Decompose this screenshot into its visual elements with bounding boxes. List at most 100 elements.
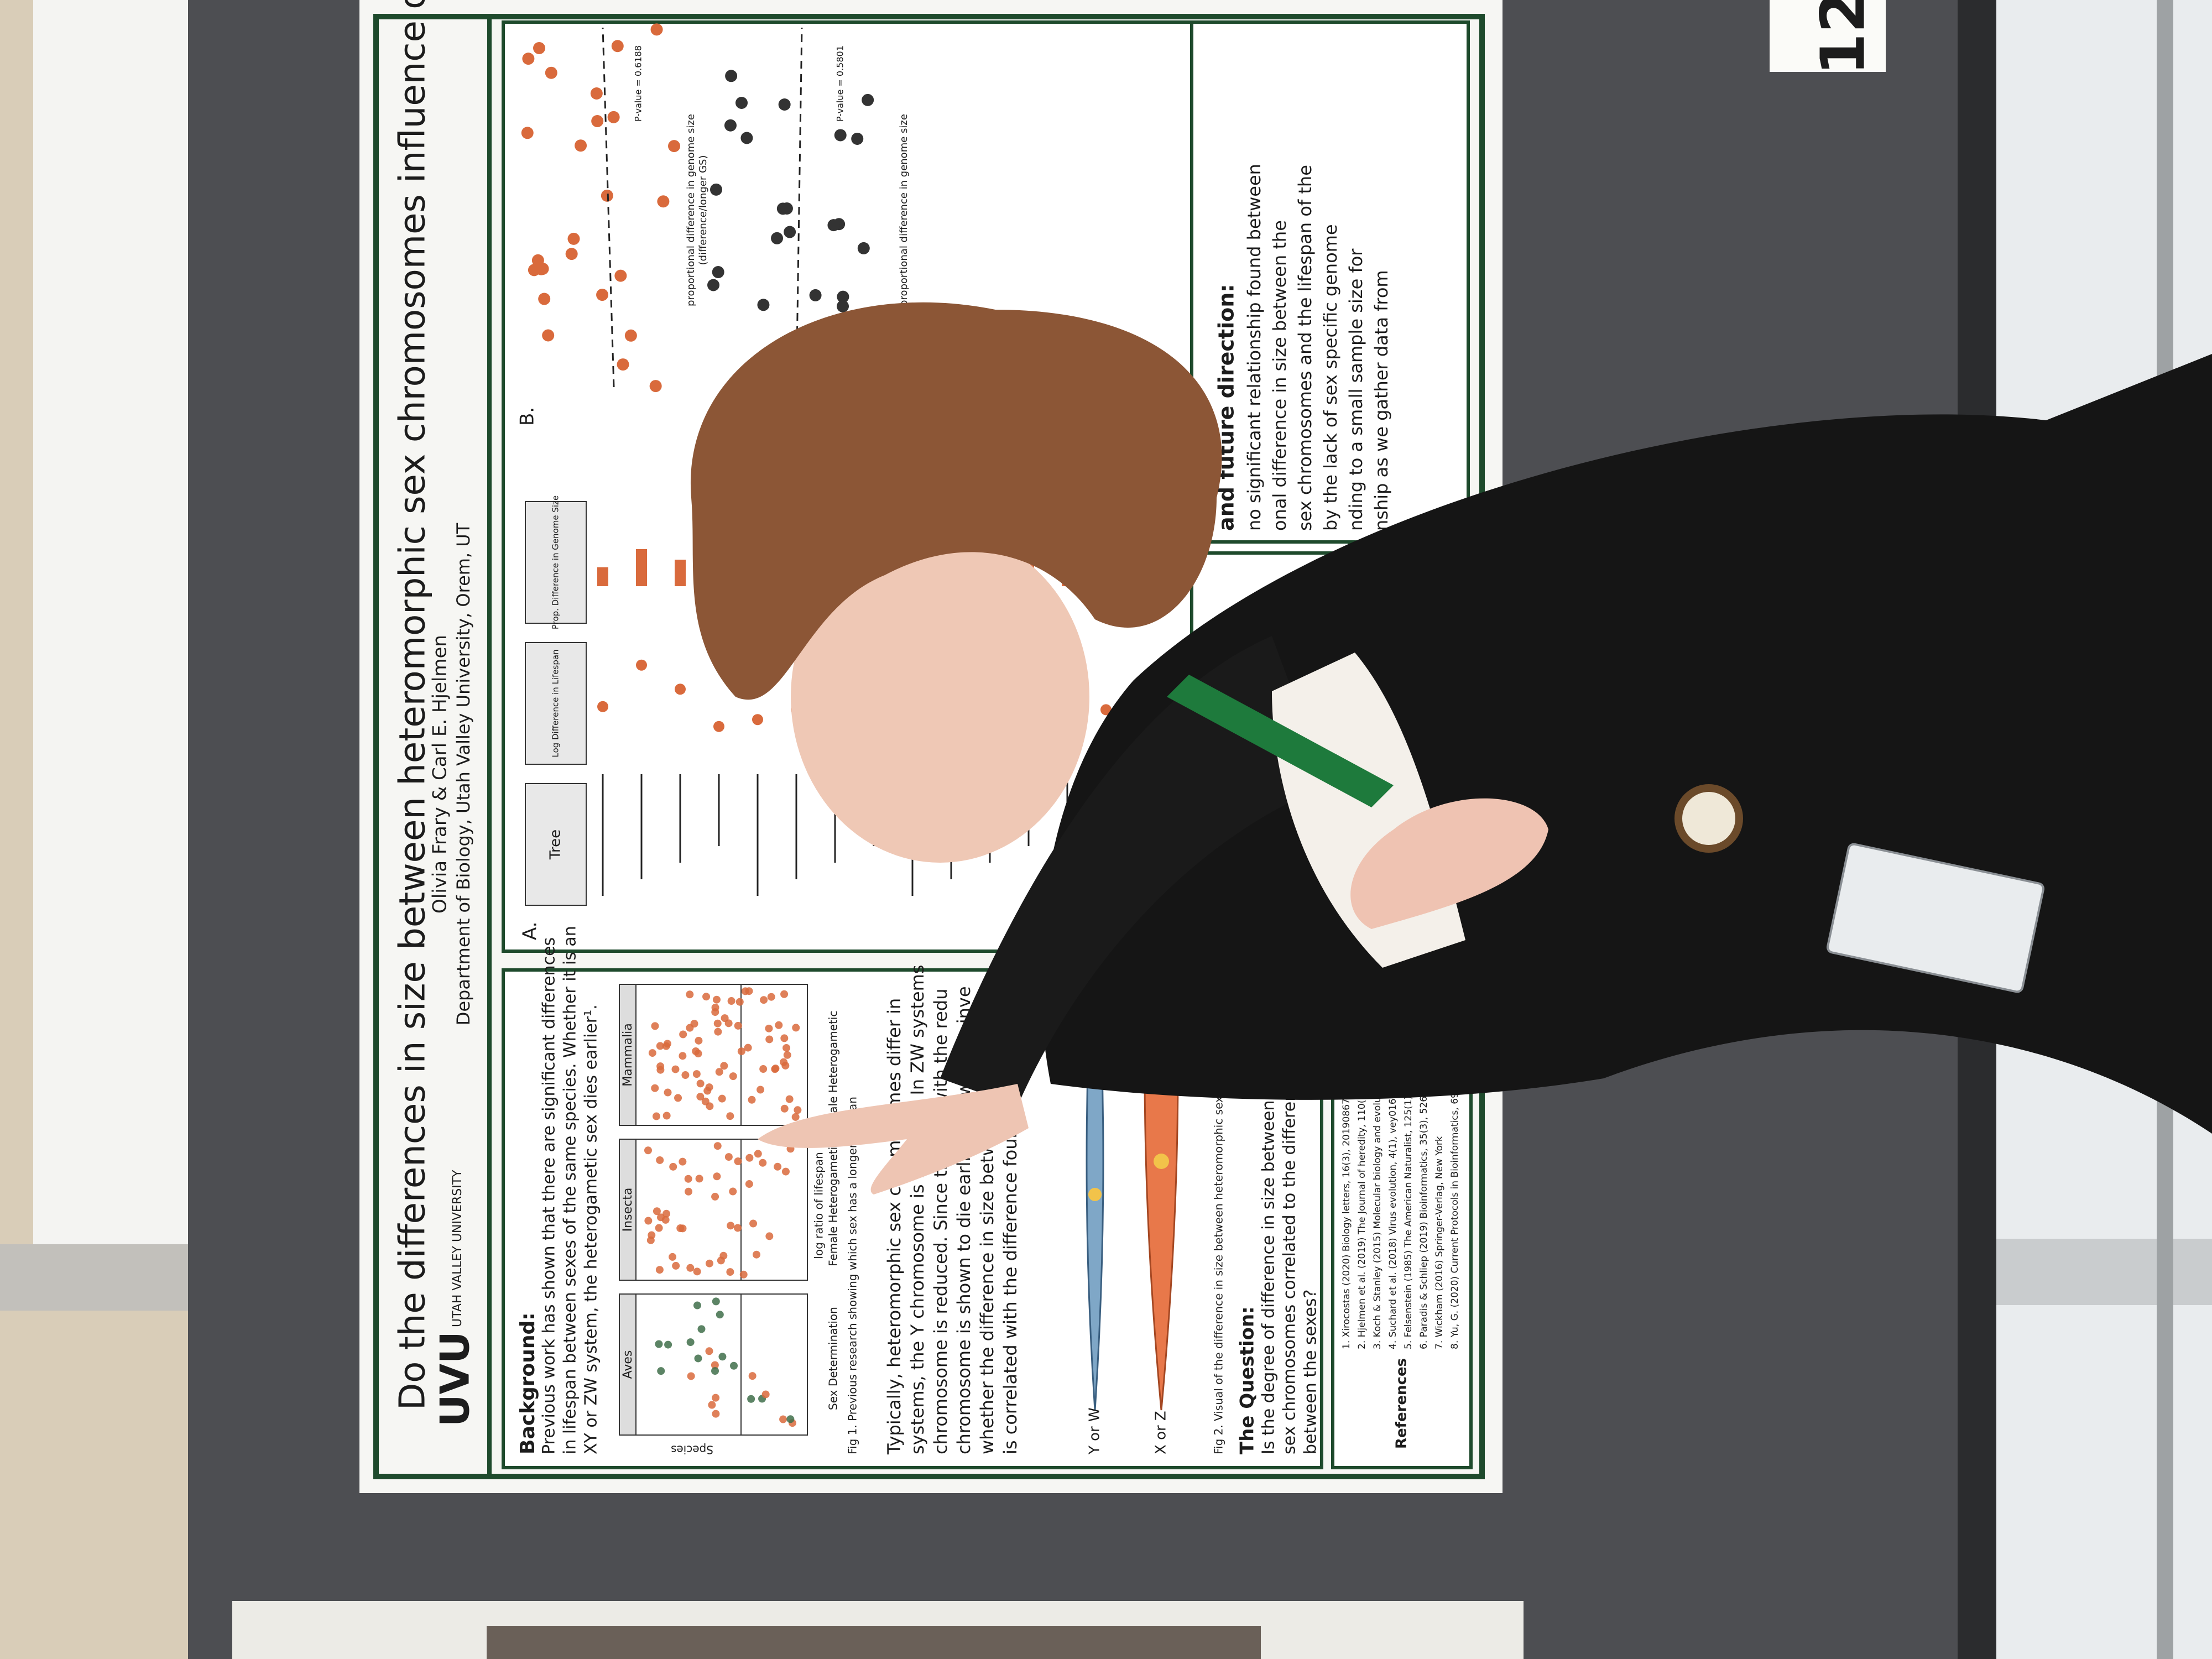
fig1-plots xyxy=(619,984,808,1436)
dot xyxy=(674,1094,682,1102)
scatter-dot xyxy=(657,195,670,208)
sign-number: 12 xyxy=(1807,0,1878,76)
dot xyxy=(771,1065,779,1073)
dot xyxy=(711,1367,719,1375)
dot xyxy=(735,998,744,1006)
dot xyxy=(697,1325,706,1333)
dot xyxy=(745,1154,754,1162)
scatter-dot xyxy=(780,202,793,215)
body-text: systems, the Y chromosome is reduced. In… xyxy=(907,965,928,1454)
dot xyxy=(711,1361,719,1369)
sign-card xyxy=(1770,0,1886,72)
scatter-dot xyxy=(837,290,849,303)
scatter-dot xyxy=(624,329,637,342)
dot xyxy=(653,1207,661,1215)
dot xyxy=(655,1340,663,1348)
reference: 7. Wickham (2016) Springer-Verlag, New Y… xyxy=(1434,1136,1445,1349)
chromosome-label: Y or W xyxy=(1087,1407,1103,1455)
panel-label: Mammalia xyxy=(621,1023,635,1087)
figure-caption: Fig 1. Previous research showing which s… xyxy=(846,1097,859,1454)
scatter-dot xyxy=(591,115,604,128)
dot xyxy=(664,1088,672,1097)
scatter-dot xyxy=(809,289,822,301)
scatter-dot xyxy=(771,232,784,244)
dot xyxy=(661,1215,670,1224)
left-window xyxy=(33,0,188,1244)
neighbor-poster-image xyxy=(487,1626,1261,1659)
scatter-dot xyxy=(590,87,603,100)
reference: 1. Xirocostas (2020) Biology letters, 16… xyxy=(1341,1098,1352,1349)
scatter-dot xyxy=(542,329,555,342)
dot xyxy=(655,1266,664,1274)
scatter-dot xyxy=(668,140,681,153)
reference: 5. Felsenstein (1985) The American Natur… xyxy=(1403,1067,1414,1349)
dot xyxy=(716,1311,724,1319)
dot xyxy=(712,1394,720,1402)
dot xyxy=(780,1104,789,1113)
genome-bar xyxy=(675,560,686,586)
dot xyxy=(711,1192,719,1201)
dot xyxy=(715,1068,723,1076)
dot xyxy=(780,990,789,998)
scatter-dot xyxy=(611,40,624,53)
dot xyxy=(662,1209,671,1218)
dot xyxy=(730,1361,738,1370)
dot xyxy=(686,1338,695,1347)
dot xyxy=(757,1086,765,1094)
dot xyxy=(752,1250,760,1259)
scatter-dot xyxy=(857,242,870,254)
dot xyxy=(734,1157,742,1166)
lifespan-dot xyxy=(713,721,724,732)
scatter-dot xyxy=(521,127,534,139)
dot xyxy=(696,1093,705,1101)
dot xyxy=(703,1087,712,1095)
section-heading: Background: xyxy=(517,1312,539,1454)
scatter-dot xyxy=(707,279,720,291)
dot xyxy=(726,1112,734,1120)
legend-text: Female Heterogametic xyxy=(827,1141,840,1266)
reference: 2. Hjelmen et al. (2019) The Journal of … xyxy=(1357,1044,1368,1349)
dot xyxy=(747,1395,755,1403)
dot xyxy=(727,1222,735,1230)
scatter-dot xyxy=(851,132,864,145)
body-text: nship as we gather data from xyxy=(1371,270,1392,531)
dot xyxy=(724,1153,733,1161)
dot xyxy=(749,1219,758,1228)
dot xyxy=(779,1415,787,1423)
dot xyxy=(679,1157,687,1166)
watch xyxy=(1674,784,1743,853)
dot xyxy=(686,1024,694,1032)
lanyard xyxy=(1167,675,1394,807)
section-heading: References xyxy=(1394,1358,1410,1449)
dot xyxy=(765,1232,774,1240)
scatter-dot xyxy=(522,53,535,65)
legend-text: Sex Determination xyxy=(827,1307,840,1410)
poster-title: Do the differences in size between heter… xyxy=(393,0,434,1410)
axis-label: proportional difference in genome size xyxy=(685,114,697,306)
stat-text: P-value = 0.6188 xyxy=(633,45,644,122)
lifespan-dot xyxy=(675,684,686,695)
dot xyxy=(686,990,694,999)
header-box xyxy=(525,783,587,906)
dot xyxy=(711,1003,719,1011)
body-text: sex chromosomes and the lifespan of the xyxy=(1295,165,1316,531)
body-text: Typically, heteromorphic sex chromosomes… xyxy=(884,998,905,1455)
dot xyxy=(644,1217,653,1225)
hair xyxy=(690,302,1222,700)
dot xyxy=(727,997,735,1005)
dot xyxy=(672,1261,680,1270)
conclusions-box xyxy=(1190,20,1470,544)
plot-strip xyxy=(619,1293,637,1436)
plot-strip xyxy=(619,1139,637,1281)
scatter-dot xyxy=(862,93,874,106)
arm xyxy=(940,636,1327,1106)
scatter-dot xyxy=(533,41,546,54)
axis-label: proportional difference in genome size xyxy=(898,114,910,306)
scatter-dot xyxy=(784,226,796,238)
authors: Olivia Frary & Carl E. Hjelmen xyxy=(429,635,451,914)
dot xyxy=(681,1071,690,1079)
dot xyxy=(724,1019,733,1027)
scatter-dot xyxy=(650,23,663,36)
scatter-dot xyxy=(837,300,849,312)
